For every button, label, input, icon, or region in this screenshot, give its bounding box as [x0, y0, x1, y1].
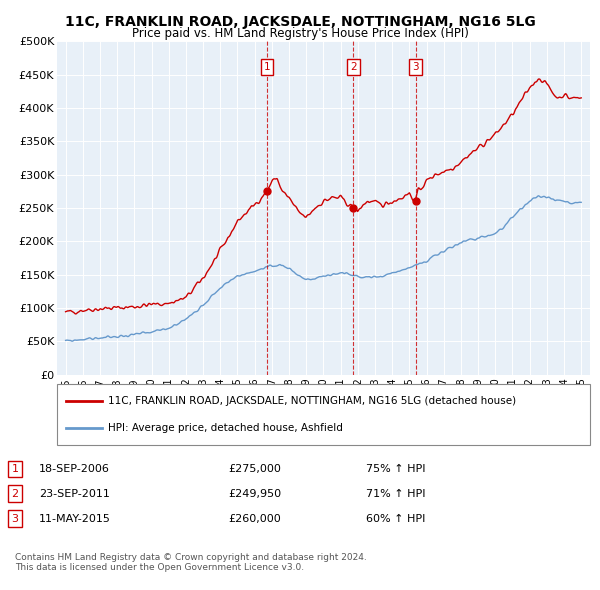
Text: Contains HM Land Registry data © Crown copyright and database right 2024.: Contains HM Land Registry data © Crown c… [15, 553, 367, 562]
Text: £249,950: £249,950 [228, 489, 281, 499]
Text: 60% ↑ HPI: 60% ↑ HPI [366, 514, 425, 523]
Text: 18-SEP-2006: 18-SEP-2006 [39, 464, 110, 474]
Text: 3: 3 [11, 514, 19, 523]
Text: 75% ↑ HPI: 75% ↑ HPI [366, 464, 425, 474]
Text: HPI: Average price, detached house, Ashfield: HPI: Average price, detached house, Ashf… [108, 423, 343, 433]
Text: 3: 3 [412, 61, 419, 71]
Text: 1: 1 [11, 464, 19, 474]
Text: 23-SEP-2011: 23-SEP-2011 [39, 489, 110, 499]
Text: 11C, FRANKLIN ROAD, JACKSDALE, NOTTINGHAM, NG16 5LG: 11C, FRANKLIN ROAD, JACKSDALE, NOTTINGHA… [65, 15, 535, 29]
Text: 1: 1 [264, 61, 271, 71]
Text: This data is licensed under the Open Government Licence v3.0.: This data is licensed under the Open Gov… [15, 563, 304, 572]
Text: 11-MAY-2015: 11-MAY-2015 [39, 514, 111, 523]
Text: 2: 2 [350, 61, 356, 71]
Text: 2: 2 [11, 489, 19, 499]
Text: £275,000: £275,000 [228, 464, 281, 474]
Text: 71% ↑ HPI: 71% ↑ HPI [366, 489, 425, 499]
Text: Price paid vs. HM Land Registry's House Price Index (HPI): Price paid vs. HM Land Registry's House … [131, 27, 469, 40]
Text: 11C, FRANKLIN ROAD, JACKSDALE, NOTTINGHAM, NG16 5LG (detached house): 11C, FRANKLIN ROAD, JACKSDALE, NOTTINGHA… [108, 396, 516, 406]
Text: £260,000: £260,000 [228, 514, 281, 523]
